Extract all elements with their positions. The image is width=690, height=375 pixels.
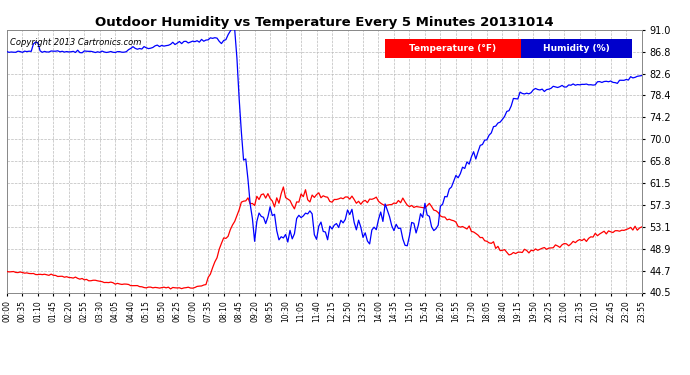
Text: Temperature (°F): Temperature (°F) (409, 44, 496, 53)
FancyBboxPatch shape (521, 39, 632, 58)
Text: Copyright 2013 Cartronics.com: Copyright 2013 Cartronics.com (10, 38, 141, 47)
Text: Humidity (%): Humidity (%) (543, 44, 610, 53)
FancyBboxPatch shape (384, 39, 521, 58)
Title: Outdoor Humidity vs Temperature Every 5 Minutes 20131014: Outdoor Humidity vs Temperature Every 5 … (95, 16, 553, 29)
